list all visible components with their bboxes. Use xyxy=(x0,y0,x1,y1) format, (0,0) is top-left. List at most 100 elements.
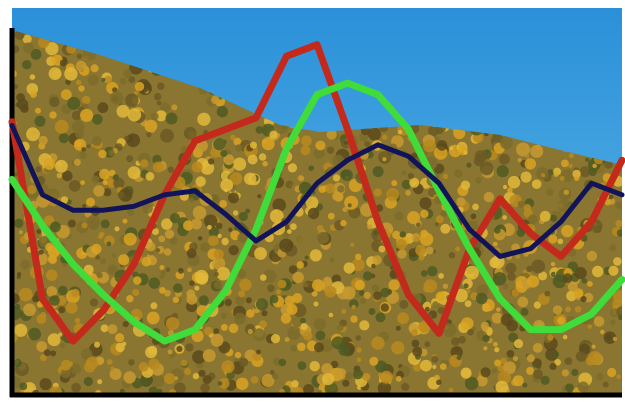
foliage-dot xyxy=(56,172,63,179)
foliage-dot xyxy=(233,137,242,146)
foliage-dot xyxy=(378,245,386,253)
foliage-dot xyxy=(81,95,91,105)
foliage-dot xyxy=(176,345,183,352)
foliage-dot xyxy=(587,324,592,329)
foliage-dot xyxy=(184,368,192,375)
foliage-dot xyxy=(166,317,180,331)
foliage-dot xyxy=(16,272,22,277)
foliage-dot xyxy=(71,382,81,393)
foliage-dot xyxy=(423,279,438,293)
foliage-dot xyxy=(290,223,297,231)
foliage-dot xyxy=(12,306,22,320)
foliage-dot xyxy=(197,236,203,241)
foliage-dot xyxy=(58,306,66,314)
foliage-dot xyxy=(235,144,243,152)
foliage-dot xyxy=(276,289,282,295)
foliage-dot xyxy=(75,60,87,72)
foliage-dot xyxy=(126,295,134,303)
foliage-dot xyxy=(36,341,48,352)
foliage-dot xyxy=(442,173,449,180)
foliage-dot xyxy=(263,269,277,283)
foliage-dot xyxy=(420,209,429,219)
foliage-dot xyxy=(81,348,93,361)
foliage-dot xyxy=(269,209,284,224)
foliage-dot xyxy=(541,173,546,178)
series-line xyxy=(9,123,625,259)
foliage-dot xyxy=(377,381,392,395)
foliage-dot xyxy=(58,285,68,296)
foliage-dot xyxy=(224,188,229,193)
foliage-dot xyxy=(82,204,87,208)
foliage-dot xyxy=(296,261,304,269)
foliage-dot xyxy=(145,241,156,252)
foliage-dot xyxy=(399,231,407,238)
foliage-dot xyxy=(513,356,518,362)
foliage-dot xyxy=(561,224,574,238)
foliage-dot xyxy=(30,49,42,60)
foliage-dot xyxy=(575,351,587,362)
foliage-dot xyxy=(579,166,591,178)
foliage-dot xyxy=(300,323,308,331)
foliage-dot xyxy=(132,289,140,296)
foliage-dot xyxy=(134,81,145,92)
foliage-dot xyxy=(45,242,54,252)
foliage-dot xyxy=(437,307,445,314)
foliage-dot xyxy=(58,332,63,337)
foliage-dot xyxy=(460,180,471,190)
foliage-dot xyxy=(359,320,370,331)
foliage-dot xyxy=(559,176,565,181)
foliage-dot xyxy=(531,259,546,274)
foliage-dot xyxy=(311,290,318,297)
foliage-dot xyxy=(438,273,444,279)
foliage-dot xyxy=(164,373,176,385)
foliage-dot xyxy=(14,303,21,310)
foliage-dot xyxy=(456,355,462,361)
foliage-dot xyxy=(585,356,595,366)
foliage-dot xyxy=(208,226,220,238)
foliage-dot xyxy=(98,149,107,159)
foliage-dot xyxy=(261,374,275,387)
foliage-dot xyxy=(564,357,573,365)
foliage-dot xyxy=(356,357,362,363)
foliage-dot xyxy=(503,361,516,375)
foliage-dot xyxy=(451,337,460,346)
foliage-dot xyxy=(574,306,582,313)
foliage-dot xyxy=(454,288,468,303)
foliage-dot xyxy=(580,295,587,303)
foliage-dot xyxy=(475,177,482,184)
plot xyxy=(8,41,625,345)
foliage-dot xyxy=(210,333,224,347)
foliage-dot xyxy=(362,372,371,381)
foliage-dot xyxy=(396,238,407,250)
foliage-dot xyxy=(296,235,304,243)
foliage-dot xyxy=(160,270,167,276)
foliage-dot xyxy=(574,266,587,280)
foliage-dot xyxy=(204,326,213,336)
foliage-dot xyxy=(254,247,267,260)
foliage-dot xyxy=(287,326,301,340)
foliage-dot xyxy=(568,163,573,168)
foliage-dot xyxy=(138,362,149,372)
foliage-dot xyxy=(435,215,444,224)
foliage-dot xyxy=(531,179,542,189)
foliage-dot xyxy=(483,346,488,351)
foliage-dot xyxy=(200,383,210,393)
foliage-dot xyxy=(563,189,569,195)
foliage-dot xyxy=(492,272,507,286)
foliage-dot xyxy=(23,42,34,53)
foliage-dot xyxy=(498,153,510,165)
foliage-dot xyxy=(123,232,137,246)
foliage-dot xyxy=(344,140,349,145)
foliage-dot xyxy=(220,149,228,157)
foliage-dot xyxy=(230,134,236,141)
foliage-dot xyxy=(74,317,81,324)
series-line xyxy=(8,41,625,345)
foliage-dot xyxy=(260,274,267,281)
foliage-dot xyxy=(94,341,100,348)
foliage-dot xyxy=(145,172,155,181)
foliage-dot xyxy=(526,366,535,375)
foliage-dot xyxy=(544,290,551,297)
foliage-dot xyxy=(448,387,454,393)
foliage-dot xyxy=(391,180,398,187)
foliage-dot xyxy=(470,213,477,220)
